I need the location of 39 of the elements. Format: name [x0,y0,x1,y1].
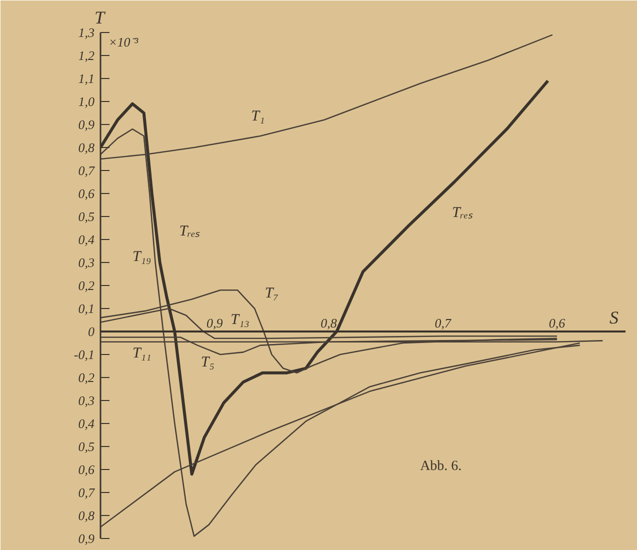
y-tick-label: 0,9 [78,531,95,546]
y-tick-label: 0,9 [78,117,95,132]
y-tick-label: 0,5 [78,439,95,454]
x-tick-label: 0,9 [206,316,224,330]
y-tick-label: 0,7 [78,485,95,500]
y-axis-title: T [94,8,106,28]
y-tick-label: 1,2 [78,48,95,63]
annotation: Abb. 6. [420,459,462,474]
series-label: T₁₁ [132,345,152,362]
y-tick-label: 0,4 [78,232,95,247]
x-tick-label: 0,7 [434,316,452,330]
y-tick-label: -0,1 [74,347,95,362]
y-tick-label: 0,4 [78,416,95,431]
y-tick-label: 0,8 [78,508,95,523]
x-axis-title: S [610,308,618,328]
series-label: T₇ [264,286,278,302]
text: Tᵣₑₛ [179,224,200,240]
y-tick-label: 1,3 [78,25,95,40]
x-tick-label: 0,8 [320,316,338,330]
y-tick-label: 0,8 [78,140,95,155]
y-tick-label: 1,0 [78,94,95,109]
series-label: Tᵣₑₛ [452,205,473,222]
y-tick-label: 0,3 [78,255,95,270]
y-tick-label: 0,2 [78,278,95,293]
y-tick-label: 0,6 [78,462,95,477]
y-tick-label: 0,1 [78,301,94,316]
y-tick-label: 1,1 [78,71,94,86]
y-tick-label: 0,6 [78,186,95,201]
series-label: T₁ [251,108,265,124]
y-tick-label: 0,3 [78,393,95,408]
y-tick-label: 0,2 [78,370,95,385]
series-label: T₁₃ [230,312,250,328]
y-tick-label: 0 [88,324,95,339]
series-label: T₁₉ [132,248,152,265]
series-label: T₅ [200,354,214,371]
y-tick-label: 0,5 [78,209,95,224]
y-tick-label: 0,7 [78,163,95,178]
annotation: ×10⁻³ [108,34,140,50]
x-tick-label: 0,6 [548,316,566,330]
